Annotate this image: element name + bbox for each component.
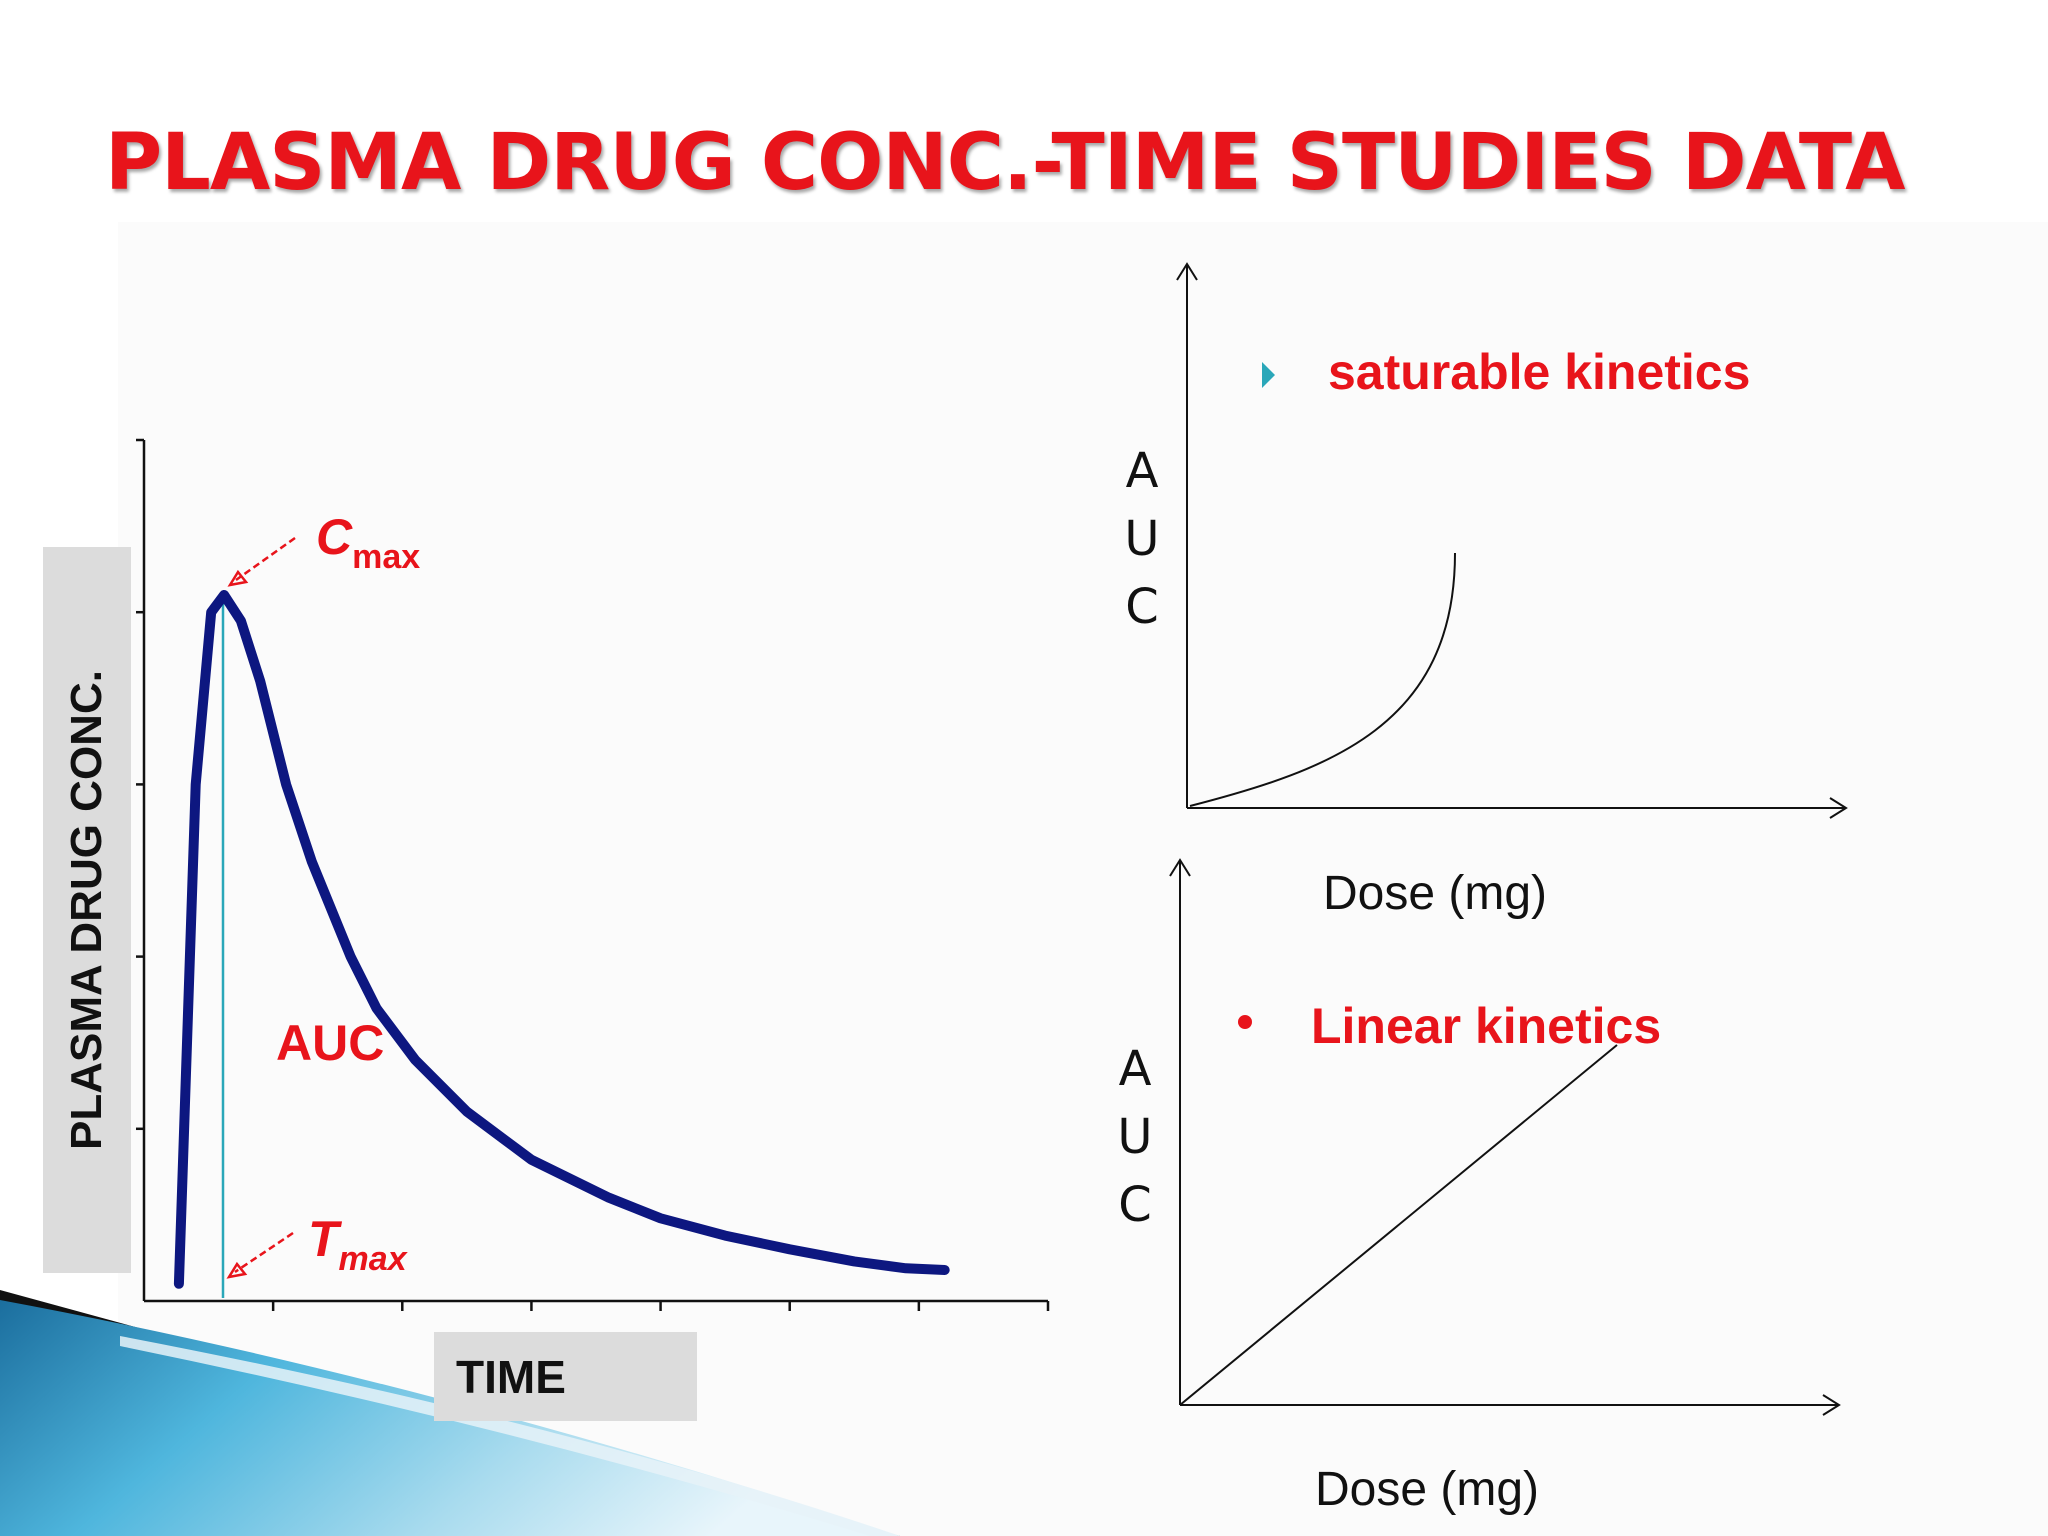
tmax-label: Tmax [308, 1210, 407, 1278]
main-chart-ticks [136, 438, 1050, 1311]
saturable-y-axis-label: A U C [1117, 437, 1167, 641]
y-axis-label-box [43, 547, 131, 1273]
saturable-y-arrow-icon [1176, 262, 1198, 281]
main-chart-axes [142, 440, 1048, 1303]
linear-auc-letter-a: A [1118, 1041, 1152, 1097]
teal-triangle-bullet-icon [1262, 362, 1275, 388]
red-dot-bullet-icon [1238, 1015, 1252, 1029]
slide-title: PLASMA DRUG CONC.-TIME STUDIES DATA [105, 118, 1905, 208]
x-axis-label-box: TIME [434, 1332, 697, 1421]
tmax-letter: T [308, 1211, 339, 1267]
linear-auc-letter-u: U [1117, 1109, 1153, 1165]
saturable-x-arrow-icon [1829, 797, 1848, 819]
saturable-kinetics-label: saturable kinetics [1328, 344, 1751, 400]
concentration-curve [173, 590, 950, 1289]
linear-kinetics-label: Linear kinetics [1311, 998, 1662, 1054]
saturable-auc-letter-u: U [1124, 511, 1160, 567]
linear-auc-letter-c: C [1118, 1177, 1152, 1233]
saturable-curve [1189, 552, 1456, 807]
linear-x-arrow-icon [1822, 1394, 1841, 1416]
saturable-x-axis-label: Dose (mg) [1323, 867, 1548, 920]
linear-y-arrow-icon [1169, 858, 1191, 877]
x-axis-label: TIME [456, 1351, 566, 1403]
cmax-arrowhead-icon [227, 569, 249, 587]
saturable-auc-letter-a: A [1125, 443, 1159, 499]
linear-y-axis-label: A U C [1110, 1035, 1160, 1239]
tmax-subscript: max [338, 1240, 407, 1278]
saturable-auc-letter-c: C [1125, 579, 1159, 635]
linear-line [1179, 1044, 1618, 1406]
cmax-subscript: max [352, 538, 421, 576]
cmax-label: Cmax [316, 508, 420, 576]
auc-label: AUC [276, 1015, 385, 1071]
chart-panel-background [118, 222, 2048, 1536]
linear-x-axis-label: Dose (mg) [1315, 1463, 1540, 1516]
swoosh-highlight [120, 1336, 900, 1536]
tmax-arrowhead-icon [226, 1261, 248, 1279]
cmax-letter: C [316, 509, 353, 565]
tmax-arrow [234, 1231, 294, 1274]
cmax-arrow [235, 536, 296, 582]
